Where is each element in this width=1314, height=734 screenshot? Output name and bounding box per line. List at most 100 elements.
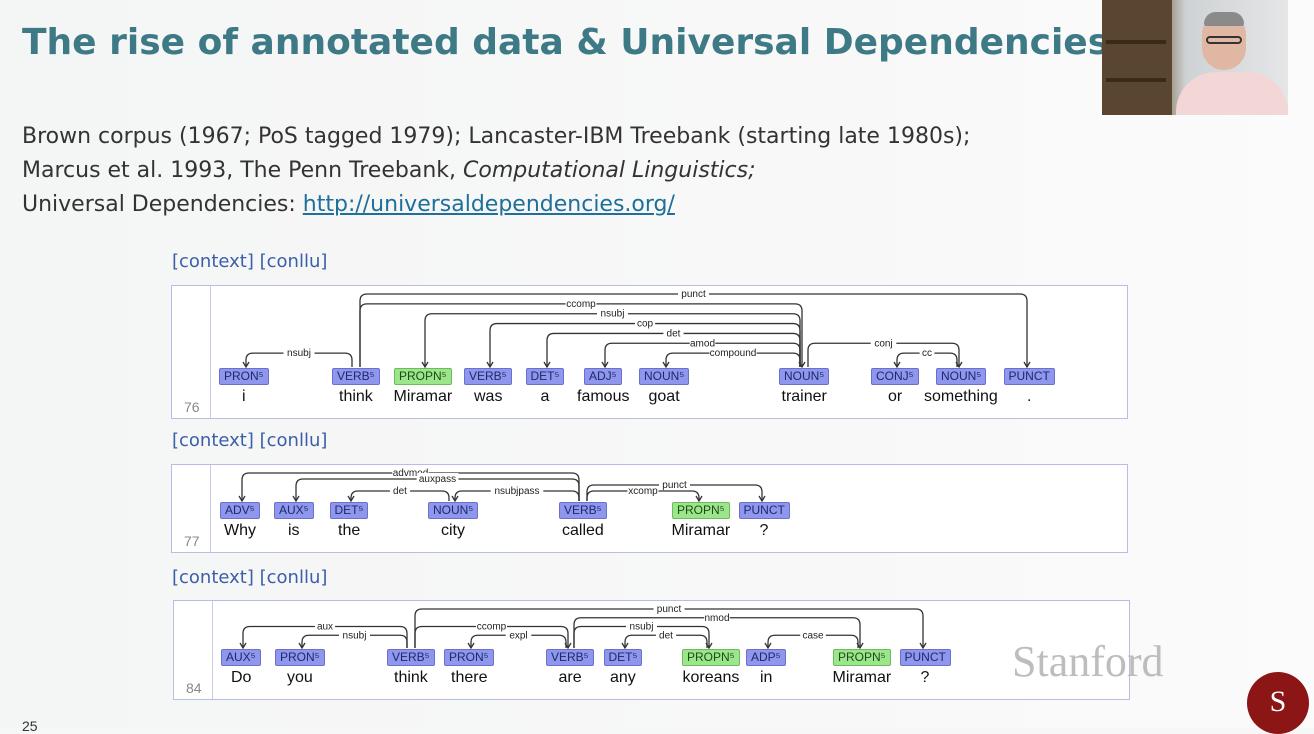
pos-tag[interactable]: PUNCT <box>1003 368 1055 385</box>
arrowhead-icon <box>621 642 629 650</box>
token-word[interactable]: think <box>339 388 373 405</box>
token-word[interactable]: i <box>242 388 246 405</box>
pos-tag[interactable]: NOUN⁵ <box>428 502 479 519</box>
arc-label-bg <box>626 620 657 632</box>
arc-label-bg <box>392 467 429 478</box>
token-word[interactable]: you <box>287 669 313 686</box>
journal-name: Computational Linguistics; <box>463 158 756 183</box>
token-word[interactable]: ? <box>920 669 930 686</box>
arrowhead-icon <box>421 361 429 369</box>
pos-tag[interactable]: PROPN⁵ <box>833 649 891 666</box>
token-word[interactable]: Miramar <box>393 388 453 405</box>
token-word[interactable]: Do <box>231 669 252 686</box>
ud-link[interactable]: http://universaldependencies.org/ <box>302 192 675 217</box>
pos-tag[interactable]: CONJ⁵ <box>871 368 919 385</box>
token-word[interactable]: there <box>451 669 488 686</box>
pos-tag[interactable]: NOUN⁵ <box>779 368 830 385</box>
dependency-arc[interactable] <box>489 322 801 367</box>
arc-label: punct <box>662 480 687 491</box>
token-word[interactable]: a <box>540 388 550 405</box>
pos-tag[interactable]: DET⁵ <box>603 649 643 666</box>
context-links-77[interactable]: [context] [conllu] <box>172 430 328 451</box>
context-links-84[interactable]: [context] [conllu] <box>172 567 328 588</box>
body-line-2: Marcus et al. 1993, The Penn Treebank, C… <box>22 158 756 183</box>
token-word[interactable]: goat <box>648 388 680 405</box>
pos-tag[interactable]: NOUN⁵ <box>936 368 987 385</box>
arc-label: auxpass <box>419 474 456 485</box>
pos-tag[interactable]: VERB⁵ <box>464 368 512 385</box>
stanford-wordmark: Stanford <box>1012 637 1164 686</box>
arc-label-bg <box>678 288 709 299</box>
arc-label-bg <box>283 347 315 359</box>
pos-tag[interactable]: DET⁵ <box>525 368 565 385</box>
arrowhead-icon <box>601 361 609 369</box>
arc-label-bg <box>655 629 677 641</box>
token-word[interactable]: any <box>610 669 636 686</box>
arrowhead-icon <box>238 495 246 503</box>
pos-tag[interactable]: VERB⁵ <box>332 368 380 385</box>
token-word[interactable]: the <box>338 522 361 539</box>
pos-tag[interactable]: PUNCT <box>738 502 790 519</box>
token-word[interactable]: are <box>558 669 582 686</box>
token-word[interactable]: famous <box>577 388 630 405</box>
token-word[interactable]: trainer <box>781 388 827 405</box>
pos-tag[interactable]: PROPN⁵ <box>394 368 452 385</box>
token-word[interactable]: in <box>760 669 773 686</box>
pos-tag[interactable]: PRON⁵ <box>444 649 494 666</box>
speaker-hair <box>1204 12 1244 26</box>
arc-label: cc <box>922 348 932 359</box>
arc-label: nsubj <box>601 309 625 320</box>
sentence-number: 84 <box>186 680 202 696</box>
webcam-video <box>1102 0 1288 115</box>
pos-tag[interactable]: PRON⁵ <box>275 649 325 666</box>
token-word[interactable]: was <box>474 388 503 405</box>
pos-tag[interactable]: AUX⁵ <box>221 649 261 666</box>
dependency-tree-panel: 76 PRON⁵ i VERB⁵ think PROPN⁵ Miramar VERB⁵ was… <box>171 285 1128 419</box>
token-word[interactable]: city <box>441 522 465 539</box>
pos-tag[interactable]: PROPN⁵ <box>672 502 730 519</box>
arc-label: punct <box>681 289 706 300</box>
pos-tag[interactable]: PUNCT <box>899 649 951 666</box>
pos-tag[interactable]: ADV⁵ <box>220 502 260 519</box>
pos-tag[interactable]: VERB⁵ <box>559 502 607 519</box>
token-word[interactable]: think <box>394 669 428 686</box>
gutter-line <box>210 286 211 418</box>
arrowhead-icon <box>695 495 703 503</box>
token-word[interactable]: Miramar <box>671 522 731 539</box>
body-line-3: Universal Dependencies: http://universal… <box>22 192 675 217</box>
arc-label: det <box>659 630 673 641</box>
token-word[interactable]: is <box>288 522 300 539</box>
token-word[interactable]: Miramar <box>832 669 892 686</box>
arc-label: compound <box>710 348 757 359</box>
pos-tag[interactable]: PRON⁵ <box>219 368 269 385</box>
token-word[interactable]: Why <box>224 522 256 539</box>
pos-tag[interactable]: ADJ⁵ <box>584 368 622 385</box>
token-word[interactable]: ? <box>759 522 769 539</box>
dependency-tree-panel: 84 AUX⁵ Do PRON⁵ you VERB⁵ think PRON⁵ there VER… <box>173 600 1130 700</box>
pos-tag[interactable]: DET⁵ <box>329 502 369 519</box>
pos-tag[interactable]: NOUN⁵ <box>639 368 690 385</box>
arc-label: ccomp <box>566 299 596 310</box>
body-line-1: Brown corpus (1967; PoS tagged 1979); La… <box>22 124 971 149</box>
token-word[interactable]: called <box>562 522 604 539</box>
context-links-76[interactable]: [context] [conllu] <box>172 251 328 272</box>
token-word[interactable]: . <box>1027 388 1032 405</box>
arc-label: expl <box>509 630 527 641</box>
pos-tag[interactable]: VERB⁵ <box>546 649 594 666</box>
token-word[interactable]: something <box>924 388 998 405</box>
pos-tag[interactable]: PROPN⁵ <box>682 649 740 666</box>
page-number: 25 <box>22 718 38 734</box>
token-word[interactable]: or <box>888 388 903 405</box>
arrowhead-icon <box>239 642 247 650</box>
gutter-line <box>210 465 211 552</box>
arc-label: ccomp <box>477 622 507 633</box>
arrowhead-icon <box>292 495 300 503</box>
arc-label-bg <box>689 337 716 349</box>
arrowhead-icon <box>543 361 551 369</box>
pos-tag[interactable]: VERB⁵ <box>387 649 435 666</box>
body-line-2-text: Marcus et al. 1993, The Penn Treebank, <box>22 158 463 183</box>
pos-tag[interactable]: AUX⁵ <box>274 502 314 519</box>
token-word[interactable]: koreans <box>682 669 740 686</box>
pos-tag[interactable]: ADP⁵ <box>746 649 786 666</box>
